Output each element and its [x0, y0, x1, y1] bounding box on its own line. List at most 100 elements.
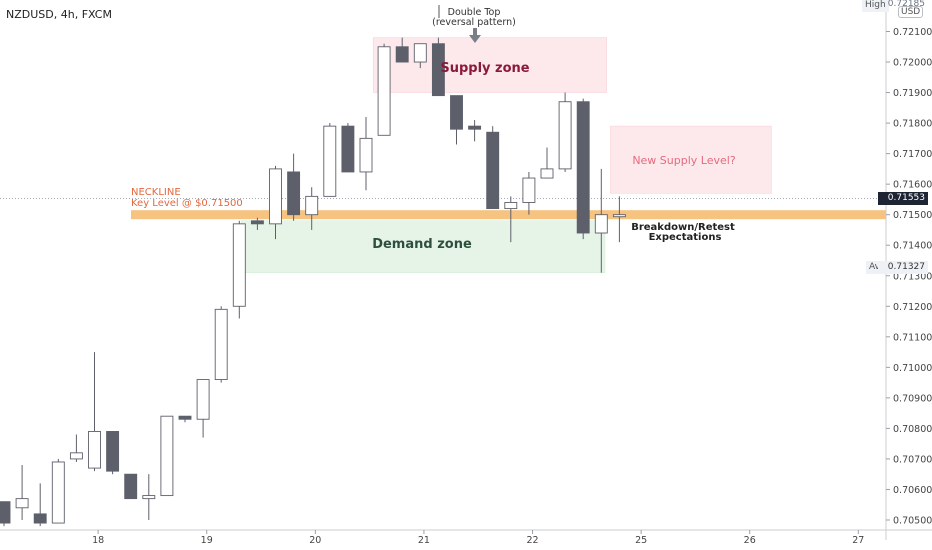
- candle-body-bear: [468, 125, 482, 130]
- candle[interactable]: [594, 168, 608, 273]
- x-tick-label: 26: [744, 535, 756, 546]
- candle-body-bull: [69, 452, 83, 460]
- y-axis[interactable]: 0.72100 0.72000 0.71900 0.71800 0.71700 0.716…: [885, 0, 932, 540]
- candle[interactable]: [377, 43, 391, 136]
- candle[interactable]: [450, 95, 463, 145]
- candle-body-bull: [305, 195, 319, 216]
- x-tick-label: 22: [526, 535, 538, 546]
- candle[interactable]: [15, 465, 29, 520]
- candles-layer: [0, 37, 626, 527]
- candle[interactable]: [486, 126, 500, 210]
- supply-zone-label: Supply zone: [440, 61, 529, 76]
- supply-zone[interactable]: [372, 37, 608, 93]
- arrow-down-icon: [473, 28, 477, 35]
- candle[interactable]: [214, 306, 228, 383]
- candle[interactable]: [576, 98, 590, 240]
- annotations-layer: Double Top(reversal pattern) Supply zone D…: [372, 5, 736, 252]
- zones-layer: [240, 37, 772, 273]
- candle-body-bull: [196, 379, 210, 420]
- x-tick-label: 27: [852, 535, 864, 546]
- candle[interactable]: [323, 123, 337, 197]
- symbol-title[interactable]: NZDUSD, 4h, FXCM: [6, 8, 112, 21]
- candle[interactable]: [431, 37, 445, 97]
- candle[interactable]: [178, 415, 192, 423]
- y-tick-label: 0.70600: [893, 485, 932, 496]
- candle-body-bull: [612, 214, 626, 218]
- y-tick-label: 0.71300: [893, 271, 932, 282]
- candle-body-bull: [160, 415, 174, 497]
- candle-body-bear: [395, 46, 409, 63]
- candle-body-bull: [540, 168, 554, 179]
- candle[interactable]: [395, 37, 409, 63]
- candle-body-bear: [106, 431, 120, 472]
- neckline-band[interactable]: [131, 210, 886, 220]
- x-tick-label: 21: [418, 535, 430, 546]
- currency-badge[interactable]: USD: [898, 6, 924, 18]
- candle[interactable]: [51, 458, 65, 524]
- double-top-label: Double Top: [448, 7, 501, 18]
- candle[interactable]: [69, 434, 83, 462]
- candle[interactable]: [269, 165, 282, 240]
- avg-price-badge: 0.71327: [878, 261, 928, 274]
- candle-body-bull: [504, 202, 518, 210]
- candle[interactable]: [196, 379, 210, 438]
- candle-body-bull: [214, 308, 228, 381]
- new-supply-zone[interactable]: [610, 125, 772, 194]
- candle[interactable]: [33, 483, 47, 527]
- candle[interactable]: [305, 187, 319, 230]
- candle-body-bull: [323, 125, 337, 197]
- y-tick-label: 0.72100: [893, 27, 932, 38]
- candle-body-bull: [232, 223, 246, 307]
- expectations-label: Expectations: [649, 232, 722, 243]
- x-tick-label: 20: [309, 535, 321, 546]
- candle[interactable]: [468, 120, 482, 142]
- demand-zone-label: Demand zone: [372, 237, 472, 252]
- candle[interactable]: [612, 196, 626, 243]
- candle-body-bear: [0, 501, 11, 524]
- candle[interactable]: [250, 217, 264, 230]
- candle-body-bear: [250, 220, 264, 225]
- candle[interactable]: [287, 153, 301, 221]
- neckline-label: NECKLINE: [131, 187, 181, 198]
- candle[interactable]: [540, 147, 554, 179]
- x-tick-label: 18: [92, 535, 104, 546]
- last-price-badge: 0.71553: [878, 192, 928, 205]
- neckline-layer: [0, 198, 886, 220]
- candle[interactable]: [522, 171, 536, 215]
- candle-body-bull: [377, 46, 391, 136]
- candle-body-bear: [431, 43, 445, 97]
- candle-body-bear: [341, 125, 355, 173]
- candle-body-bull: [88, 431, 101, 469]
- reversal-pattern-label: (reversal pattern): [432, 17, 516, 28]
- y-tick-label: 0.71400: [893, 241, 932, 252]
- candle[interactable]: [359, 116, 373, 191]
- candle[interactable]: [142, 474, 156, 520]
- candle[interactable]: [413, 43, 427, 69]
- y-tick-label: 0.70900: [893, 393, 932, 404]
- y-tick-label: 0.71700: [893, 149, 932, 160]
- x-axis[interactable]: 151819202122252627: [0, 529, 932, 546]
- x-tick-label: 25: [635, 535, 647, 546]
- candle[interactable]: [504, 196, 518, 243]
- y-tick-label: 0.70500: [893, 516, 932, 527]
- candle-body-bull: [142, 495, 156, 500]
- candle-body-bull: [594, 214, 608, 234]
- candle[interactable]: [0, 501, 11, 527]
- demand-zone[interactable]: [240, 220, 606, 273]
- candle[interactable]: [106, 431, 120, 475]
- candle-body-bear: [486, 131, 500, 210]
- candle[interactable]: [88, 352, 101, 472]
- y-tick-label: 0.71100: [893, 332, 932, 343]
- candle[interactable]: [558, 92, 572, 172]
- candle-body-bull: [51, 461, 65, 524]
- candle-body-bear: [33, 513, 47, 524]
- candle[interactable]: [341, 123, 355, 173]
- candle-body-bear: [287, 171, 301, 216]
- candle[interactable]: [160, 415, 174, 497]
- candle-body-bull: [522, 177, 536, 203]
- y-tick-label: 0.71800: [893, 119, 932, 130]
- key-level-label: Key Level @ $0.71500: [131, 198, 243, 209]
- candle[interactable]: [232, 220, 246, 319]
- candle[interactable]: [124, 473, 138, 500]
